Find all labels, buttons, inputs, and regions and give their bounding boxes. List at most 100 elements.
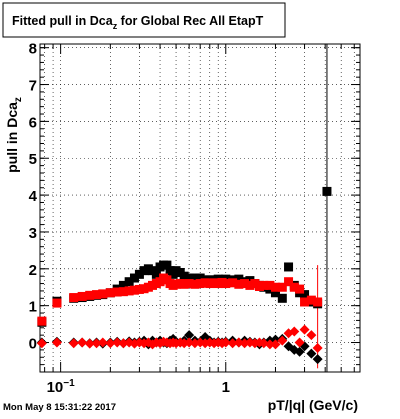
- y-axis-label: pull in Dcaz: [4, 97, 24, 173]
- marker-sigma: [129, 273, 139, 283]
- marker-sigma: [124, 277, 134, 287]
- y-tick-label: 3: [29, 225, 37, 242]
- y-tick-label: 1: [29, 299, 37, 316]
- marker-mean_red: [249, 338, 260, 349]
- marker-mean_red: [233, 337, 244, 348]
- marker-sigma_red: [300, 297, 310, 307]
- marker-sigma_red: [277, 282, 287, 292]
- marker-sigma_red: [259, 280, 269, 290]
- marker-mean_red: [97, 337, 108, 348]
- marker-mean_red: [306, 330, 317, 341]
- marker-mean_red: [84, 338, 95, 349]
- x-tick-label: 1: [222, 379, 230, 396]
- marker-sigma_red: [295, 284, 305, 294]
- marker-sigma: [234, 274, 244, 284]
- marker-mean_red: [91, 338, 102, 349]
- marker-sigma: [300, 290, 310, 300]
- marker-sigma: [184, 273, 194, 283]
- x-tick-label: 10−1: [47, 378, 76, 396]
- y-tick-label: 2: [29, 262, 37, 279]
- marker-sigma_red: [200, 278, 210, 288]
- series-mean_red: [36, 324, 323, 354]
- marker-sigma_red: [129, 285, 139, 295]
- marker-sigma_red: [184, 279, 194, 289]
- marker-sigma: [270, 288, 280, 298]
- marker-mean_red: [270, 339, 281, 350]
- marker-sigma_red: [92, 290, 102, 300]
- series-sigma_red: [37, 273, 323, 326]
- x-axis-label: pT/|q| (GeV/c): [268, 397, 358, 413]
- y-tick-label: 7: [29, 78, 37, 95]
- marker-sigma_red: [179, 279, 189, 289]
- marker-sigma_red: [124, 286, 134, 296]
- marker-mean_red: [68, 338, 79, 349]
- marker-mean_red: [277, 335, 288, 346]
- marker-sigma_red: [37, 316, 47, 326]
- marker-sigma_red: [228, 278, 238, 288]
- marker-sigma_red: [77, 291, 87, 301]
- marker-sigma: [118, 280, 128, 290]
- axes: 0 1 2 3 4 5 6 7 8 10−1 1: [29, 41, 360, 396]
- plot-title-subscript: z: [113, 21, 118, 31]
- marker-mean: [184, 330, 195, 341]
- marker-sigma: [162, 260, 172, 270]
- marker-mean_red: [77, 337, 88, 348]
- y-tick-label: 6: [29, 114, 37, 131]
- marker-sigma_red: [245, 280, 255, 290]
- marker-mean_red: [118, 338, 129, 349]
- y-tick-label: 4: [29, 188, 38, 205]
- plot-title: Fitted pull in Dcaz for Global Rec All E…: [12, 14, 264, 31]
- marker-mean_red: [51, 337, 62, 348]
- marker-mean_red: [289, 326, 300, 337]
- y-tick-label: 8: [29, 41, 37, 58]
- marker-sigma_red: [284, 277, 294, 287]
- marker-sigma_red: [134, 284, 144, 294]
- plot-title-main: Fitted pull in Dca: [12, 14, 114, 28]
- marker-mean_red: [105, 338, 116, 349]
- marker-sigma_red: [240, 279, 250, 289]
- marker-sigma: [179, 271, 189, 281]
- marker-sigma: [277, 293, 287, 303]
- marker-sigma_red: [306, 295, 316, 305]
- y-tick-label: 5: [29, 151, 37, 168]
- title-box: [2, 2, 286, 38]
- marker-sigma_red: [250, 279, 260, 289]
- marker-sigma_red: [98, 289, 108, 299]
- marker-mean: [312, 354, 323, 365]
- y-axis-label-subscript: z: [13, 97, 24, 102]
- marker-sigma_red: [105, 288, 115, 298]
- marker-mean_red: [36, 338, 47, 349]
- data-markers: [36, 186, 332, 365]
- marker-mean_red: [264, 339, 275, 350]
- marker-sigma_red: [195, 279, 205, 289]
- marker-mean: [306, 348, 317, 359]
- marker-sigma_red: [270, 282, 280, 292]
- marker-mean_red: [312, 343, 323, 354]
- plot-title-rest: for Global Rec All EtapT: [117, 14, 263, 28]
- marker-mean_red: [227, 338, 238, 349]
- marker-sigma: [151, 269, 161, 279]
- marker-mean_red: [294, 337, 305, 348]
- marker-mean_red: [220, 337, 231, 348]
- marker-sigma_red: [118, 287, 128, 297]
- marker-sigma_red: [69, 293, 79, 303]
- marker-sigma_red: [221, 279, 231, 289]
- timestamp: Mon May 8 15:31:22 2017: [3, 402, 116, 413]
- marker-sigma: [190, 273, 200, 283]
- marker-sigma: [195, 273, 205, 283]
- marker-sigma_red: [190, 279, 200, 289]
- marker-sigma_red: [313, 297, 323, 307]
- marker-sigma_red: [52, 298, 62, 308]
- marker-sigma: [134, 269, 144, 279]
- marker-sigma_red: [112, 287, 122, 297]
- marker-sigma_red: [234, 279, 244, 289]
- marker-sigma_red: [289, 282, 299, 292]
- marker-mean_red: [299, 324, 310, 335]
- y-tick-label: 0: [29, 336, 37, 353]
- marker-sigma: [322, 186, 332, 196]
- marker-mean_red: [112, 337, 123, 348]
- marker-sigma: [284, 262, 294, 272]
- marker-mean: [294, 346, 305, 357]
- marker-sigma_red: [85, 290, 95, 300]
